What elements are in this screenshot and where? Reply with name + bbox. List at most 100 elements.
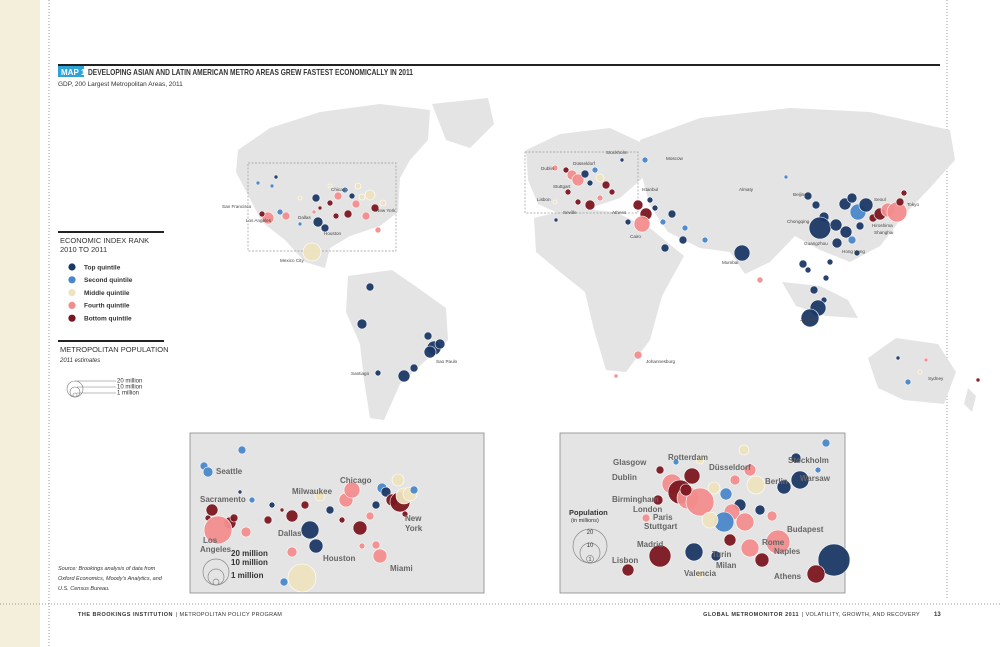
south-america	[346, 270, 448, 420]
metro-bubble	[205, 503, 219, 517]
metro-bubble	[564, 188, 572, 196]
metro-bubble	[923, 357, 929, 363]
metro-bubble	[320, 223, 330, 233]
metro-bubble	[325, 505, 335, 515]
city-label: Los Angeles	[246, 218, 272, 223]
metro-bubble	[365, 282, 375, 292]
metro-bubble	[248, 496, 256, 504]
us-inset-outline	[247, 162, 397, 252]
metro-bubble	[733, 244, 751, 262]
metro-bubble	[358, 193, 366, 201]
metro-bubble	[817, 543, 851, 577]
legend-label: Second quintile	[84, 277, 133, 284]
metro-bubble	[846, 192, 858, 204]
metro-bubble	[678, 235, 688, 245]
metro-bubble	[229, 513, 239, 523]
city-label: Santiago	[351, 371, 370, 376]
metro-bubble	[338, 516, 346, 524]
metro-bubble	[608, 188, 616, 196]
metro-bubble	[574, 198, 582, 206]
north-america	[236, 104, 430, 268]
metro-bubble	[685, 487, 715, 517]
city-label: Dublin	[541, 166, 554, 171]
inset-label: Milan	[716, 561, 737, 570]
footer-left: THE BROOKINGS INSTITUTION | METROPOLITAN …	[78, 612, 282, 618]
size-unit: (in millions)	[571, 518, 599, 524]
size-label: 10 million	[231, 558, 268, 567]
metro-bubble	[586, 179, 594, 187]
metro-bubble	[735, 512, 755, 532]
metro-bubble	[365, 511, 375, 521]
africa	[534, 208, 684, 372]
city-label: New York	[376, 208, 396, 213]
city-label: Cairo	[630, 234, 641, 239]
metro-bubble	[975, 377, 981, 383]
metro-bubble	[790, 470, 810, 490]
metro-bubble	[672, 458, 680, 466]
metro-bubble	[632, 199, 644, 211]
metro-bubble	[361, 211, 371, 221]
metro-bubble	[808, 216, 832, 240]
metro-bubble	[255, 180, 261, 186]
metro-bubble	[806, 564, 826, 584]
legend-label: Top quintile	[84, 264, 121, 271]
metro-bubble	[831, 237, 843, 249]
legend-swatch	[68, 263, 76, 271]
metro-bubble	[684, 542, 704, 562]
metro-bubble	[279, 577, 289, 587]
metro-bubble	[740, 538, 760, 558]
metro-bubble	[341, 186, 349, 194]
metro-bubble	[803, 191, 813, 201]
inset-label: Madrid	[637, 540, 663, 549]
metro-bubble	[613, 373, 619, 379]
metro-bubble	[551, 164, 559, 172]
size-label: 20	[587, 530, 594, 536]
inset-label: Naples	[774, 547, 801, 556]
metro-bubble	[552, 199, 558, 205]
metro-bubble	[397, 369, 411, 383]
city-label: Istanbul	[642, 187, 658, 192]
metro-bubble	[695, 569, 705, 579]
metro-bubble	[895, 355, 901, 361]
size-label: 1 million	[117, 391, 139, 397]
inset-label: Angeles	[200, 545, 232, 554]
population-title: METROPOLITAN POPULATION	[60, 345, 169, 354]
metro-bubble	[701, 511, 719, 529]
metro-bubble	[327, 183, 333, 189]
metro-bubble	[591, 166, 599, 174]
metro-bubble	[356, 318, 368, 330]
page-number: 13	[934, 612, 941, 618]
metro-bubble	[679, 483, 693, 497]
inset-label: Dallas	[278, 529, 302, 538]
city-label: Seville	[563, 210, 577, 215]
inset-label: York	[405, 524, 423, 533]
metro-bubble	[371, 500, 381, 510]
metro-bubble	[202, 466, 214, 478]
legend-title: 2010 TO 2011	[60, 245, 107, 254]
metro-bubble	[281, 211, 291, 221]
footer-report: GLOBAL METROMONITOR 2011	[703, 612, 799, 618]
metro-bubble	[641, 156, 649, 164]
metro-bubble	[285, 509, 299, 523]
metro-bubble	[707, 481, 721, 495]
inset-label: Miami	[390, 564, 413, 573]
metro-bubble	[719, 487, 733, 501]
metro-bubble	[621, 563, 635, 577]
metro-bubble	[326, 199, 334, 207]
metro-bubble	[372, 548, 388, 564]
city-label: Moscow	[666, 156, 684, 161]
metro-bubble	[311, 193, 321, 203]
city-label: Mumbai	[722, 260, 738, 265]
world-map	[236, 98, 976, 420]
metro-bubble	[374, 226, 382, 234]
metro-bubble	[311, 209, 317, 215]
inset-label: Warsaw	[800, 474, 831, 483]
city-label: Dallas	[298, 215, 311, 220]
europe-inset-size-key: Population (in millions) 20 10 1	[569, 508, 608, 564]
metro-bubble	[766, 510, 778, 522]
size-label: 1 million	[231, 571, 264, 580]
metro-bubble	[641, 513, 651, 523]
legend-swatch	[68, 301, 76, 309]
metro-bubble	[276, 208, 284, 216]
metro-bubble	[300, 500, 310, 510]
